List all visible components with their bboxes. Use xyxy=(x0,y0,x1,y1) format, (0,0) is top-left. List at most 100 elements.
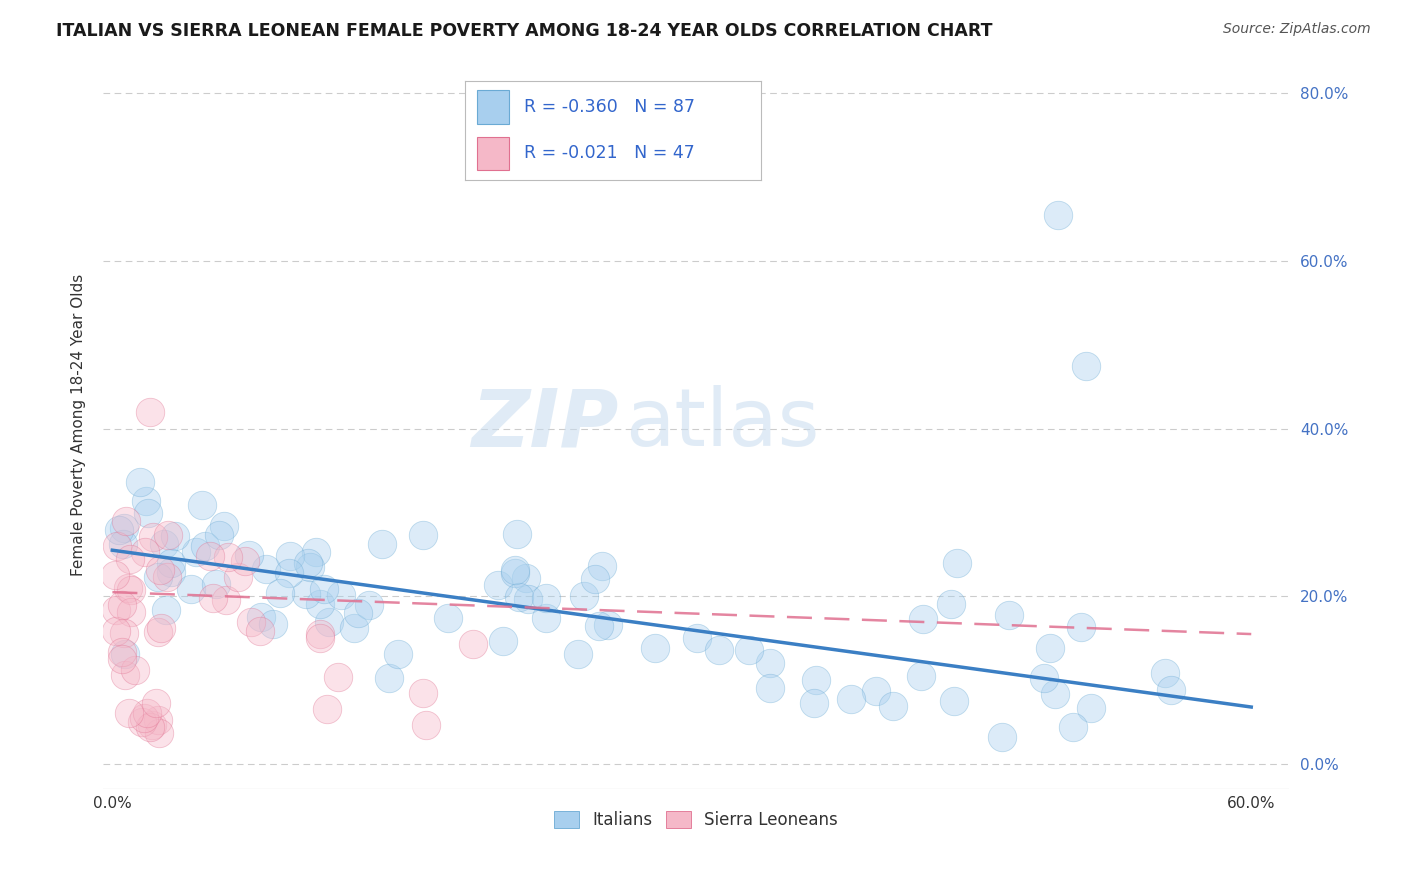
Point xyxy=(508,590,530,604)
Point xyxy=(120,551,142,566)
Point xyxy=(437,610,460,624)
Point xyxy=(104,568,127,582)
Point xyxy=(112,537,135,551)
Point xyxy=(146,570,169,584)
Point xyxy=(370,536,392,550)
Point xyxy=(516,591,538,606)
Point xyxy=(644,640,666,655)
Point xyxy=(120,583,142,598)
Point xyxy=(153,537,176,551)
Text: Source: ZipAtlas.com: Source: ZipAtlas.com xyxy=(1223,22,1371,37)
Point xyxy=(377,672,399,686)
Point xyxy=(314,582,336,597)
Point xyxy=(343,621,366,635)
Point xyxy=(136,706,159,720)
Point xyxy=(1032,671,1054,685)
Point xyxy=(1062,721,1084,735)
Point xyxy=(707,643,730,657)
Point xyxy=(803,696,825,710)
Point xyxy=(269,586,291,600)
Point xyxy=(250,609,273,624)
Point xyxy=(1043,686,1066,700)
Point xyxy=(135,493,157,508)
Point xyxy=(111,652,134,666)
Point xyxy=(486,578,509,592)
Point xyxy=(990,730,1012,744)
Point xyxy=(132,711,155,725)
Point xyxy=(198,549,221,563)
Text: atlas: atlas xyxy=(624,385,820,464)
Point xyxy=(111,645,134,659)
Point xyxy=(346,606,368,620)
Point xyxy=(1039,640,1062,655)
Point xyxy=(463,637,485,651)
Point xyxy=(131,715,153,730)
Y-axis label: Female Poverty Among 18-24 Year Olds: Female Poverty Among 18-24 Year Olds xyxy=(72,273,86,575)
Point xyxy=(212,519,235,533)
Point xyxy=(112,521,135,535)
Point xyxy=(194,539,217,553)
Point xyxy=(104,624,127,638)
Point xyxy=(262,616,284,631)
Point xyxy=(112,626,135,640)
Point xyxy=(118,706,141,721)
Point xyxy=(503,566,526,580)
Point xyxy=(939,597,962,611)
Point xyxy=(249,624,271,638)
Point xyxy=(574,590,596,604)
Point xyxy=(515,571,537,585)
Point xyxy=(865,684,887,698)
Point xyxy=(148,725,170,739)
Point xyxy=(214,593,236,607)
Point xyxy=(305,545,328,559)
Point xyxy=(942,694,965,708)
Point xyxy=(536,591,558,606)
Point xyxy=(156,570,179,584)
Point xyxy=(114,668,136,682)
Point xyxy=(124,663,146,677)
Point xyxy=(598,618,620,632)
Point xyxy=(912,611,935,625)
Point xyxy=(503,564,526,578)
Point xyxy=(309,631,332,645)
Point xyxy=(233,554,256,568)
Point xyxy=(155,603,177,617)
Point xyxy=(1160,683,1182,698)
Point xyxy=(148,713,170,727)
Point xyxy=(297,556,319,570)
Point xyxy=(120,605,142,619)
Point xyxy=(758,681,780,695)
Point xyxy=(295,587,318,601)
Point xyxy=(318,615,340,629)
Point xyxy=(591,559,613,574)
Point xyxy=(491,633,513,648)
Point xyxy=(254,562,277,576)
Point xyxy=(686,631,709,645)
Point xyxy=(299,560,322,574)
Point xyxy=(882,698,904,713)
Point xyxy=(141,717,163,731)
Text: ITALIAN VS SIERRA LEONEAN FEMALE POVERTY AMONG 18-24 YEAR OLDS CORRELATION CHART: ITALIAN VS SIERRA LEONEAN FEMALE POVERTY… xyxy=(56,22,993,40)
Point xyxy=(278,549,301,564)
Point xyxy=(359,598,381,612)
Point xyxy=(738,642,761,657)
Point xyxy=(156,527,179,541)
Point xyxy=(108,523,131,537)
Point xyxy=(145,697,167,711)
Point xyxy=(277,566,299,580)
Point xyxy=(111,598,134,612)
Point xyxy=(839,691,862,706)
Point xyxy=(104,603,127,617)
Point xyxy=(180,582,202,596)
Point xyxy=(114,647,136,661)
Point xyxy=(134,544,156,558)
Point xyxy=(138,405,160,419)
Point xyxy=(316,702,339,716)
Point xyxy=(412,686,434,700)
Point xyxy=(309,627,332,641)
Point xyxy=(240,615,263,630)
Point xyxy=(415,718,437,732)
Point xyxy=(160,566,183,580)
Point xyxy=(998,607,1021,622)
Point xyxy=(588,618,610,632)
